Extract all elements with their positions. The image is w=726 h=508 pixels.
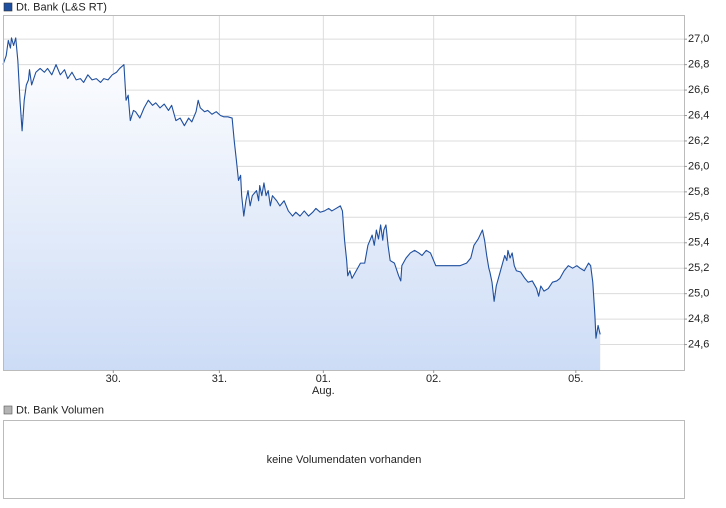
y-tick-label: 25,6 xyxy=(688,211,709,223)
volume-legend-label: Dt. Bank Volumen xyxy=(16,404,104,416)
x-tick-label: 31. xyxy=(212,373,227,385)
annotation: Aug. xyxy=(312,385,335,397)
y-tick-label: 25,8 xyxy=(688,186,709,198)
y-tick-label: 25,0 xyxy=(688,288,709,300)
volume-frame xyxy=(3,420,685,499)
x-tick-label: 02. xyxy=(426,373,441,385)
volume-message: keine Volumendaten vorhanden xyxy=(267,454,422,466)
legend-swatch xyxy=(3,2,13,12)
y-tick-label: 25,4 xyxy=(688,237,709,249)
y-tick-label: 27,0 xyxy=(688,33,709,45)
x-tick-label: 30. xyxy=(106,373,121,385)
x-tick-label: 05. xyxy=(568,373,583,385)
x-tick-label: 01. xyxy=(316,373,331,385)
y-tick-label: 26,4 xyxy=(688,109,709,121)
y-tick-label: 24,6 xyxy=(688,338,709,350)
y-tick-label: 26,2 xyxy=(688,135,709,147)
volume-legend-swatch xyxy=(3,405,13,415)
area-fill xyxy=(3,37,601,371)
price-line xyxy=(2,37,601,339)
y-tick-label: 26,6 xyxy=(688,84,709,96)
y-tick-label: 25,2 xyxy=(688,262,709,274)
legend-label: Dt. Bank (L&S RT) xyxy=(16,1,107,13)
y-tick-label: 26,0 xyxy=(688,160,709,172)
y-tick-label: 24,8 xyxy=(688,313,709,325)
plot: 24,6 24,8 25,0 25,2 25,4 25,6 25,8 26,0 26,2 26,4… xyxy=(2,15,709,371)
plot-frame xyxy=(3,15,685,371)
y-tick-label: 26,8 xyxy=(688,59,709,71)
